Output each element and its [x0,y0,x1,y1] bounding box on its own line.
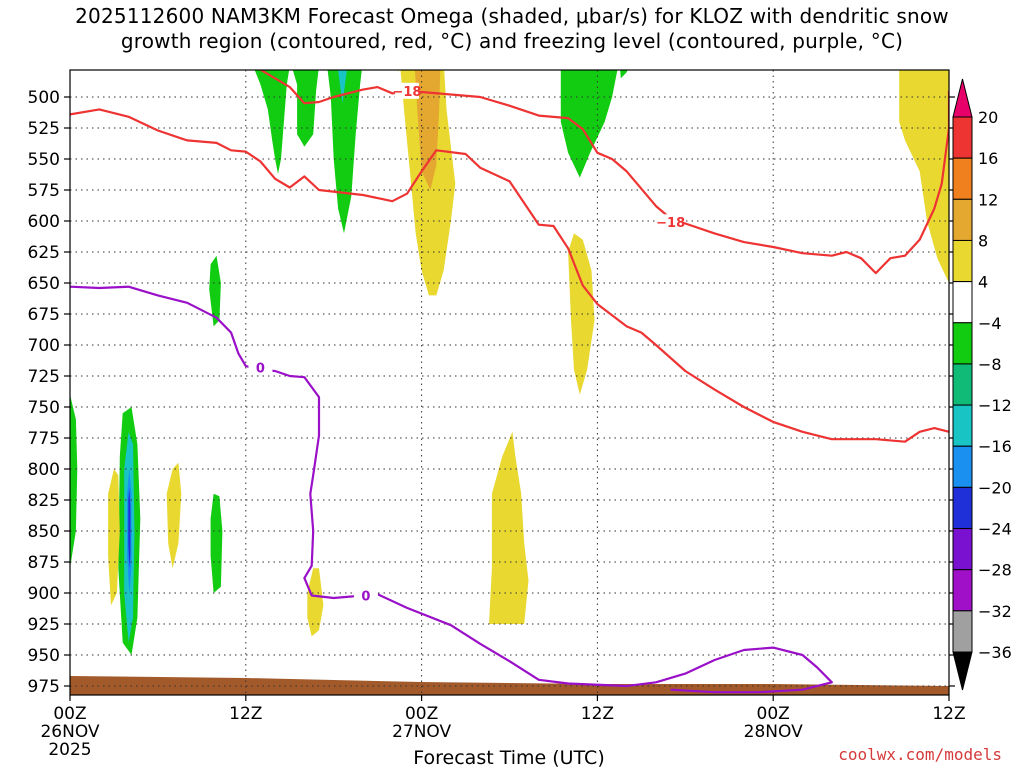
omega-region-o1 [414,70,441,190]
omega-region-y8 [108,469,120,606]
contour-label-bg [658,214,683,231]
x-tick-label: 12Z [229,704,262,724]
chart-title: 2025112600 NAM3KM Forecast Omega (shaded… [0,4,1024,54]
y-tick-label: 925 [28,615,60,635]
colorbar-swatch [952,116,973,159]
colorbar-swatch [952,363,973,406]
contour-label-bg [394,82,419,99]
credit-text: coolwx.com/models [838,745,1002,764]
colorbar-swatch [952,281,973,324]
x-tick-label: 00Z [757,704,790,724]
omega-region-y4 [489,431,529,624]
omega-region-gr4 [560,70,618,178]
colorbar-label: 4 [978,273,988,292]
colorbar-label: −16 [978,437,1012,456]
omega-region-gr5 [620,70,628,79]
y-tick-label: 575 [28,181,60,201]
colorbar-swatch [952,198,973,241]
x-tick-date: 28NOV [744,722,803,742]
omega-region-y3 [568,233,595,395]
y-tick-label: 750 [28,398,60,418]
contour-line--18 [70,108,949,443]
y-tick-label: 975 [28,677,60,697]
y-tick-label: 600 [28,212,60,232]
omega-region-db1 [128,487,131,569]
omega-region-gr1 [254,70,290,174]
omega-region-y5 [899,70,949,283]
colorbar-swatch [952,569,973,612]
y-tick-label: 725 [28,367,60,387]
x-axis-label: Forecast Time (UTC) [413,747,604,768]
y-tick-label: 775 [28,429,60,449]
omega-region-gr6 [209,255,221,327]
x-tick-label: 00Z [405,704,438,724]
y-tick-label: 625 [28,243,60,263]
plot-frame [69,69,950,696]
colorbar-label: 16 [978,149,998,168]
terrain-band [70,676,949,695]
colorbar-swatch [952,486,973,530]
colorbar-label: −20 [978,478,1012,497]
y-tick-label: 550 [28,150,60,170]
y-tick-label: 825 [28,491,60,511]
omega-region-gr3 [327,70,362,234]
x-tick-date: 26NOV [40,722,99,742]
colorbar-swatch [952,445,973,488]
colorbar-arrow-bottom [952,651,973,691]
colorbar-label: 12 [978,190,998,209]
colorbar-swatch [952,322,973,365]
contour-line--18b [258,70,949,275]
omega-region-gr2 [292,70,319,147]
y-tick-label: 675 [28,305,60,325]
contour-label: −18 [656,216,685,231]
y-tick-label: 800 [28,460,60,480]
colorbar-label: −32 [978,602,1012,621]
x-tick-date: 27NOV [392,722,451,742]
colorbar-arrow-top [952,78,973,118]
colorbar-swatch [952,404,973,447]
chart-title-line2: growth region (contoured, red, °C) and f… [120,29,904,53]
chart-title-line1: 2025112600 NAM3KM Forecast Omega (shaded… [75,4,949,28]
y-tick-label: 650 [28,274,60,294]
contour-line-0 [70,285,833,694]
x-tick-label: 00Z [53,704,86,724]
y-tick-label: 900 [28,584,60,604]
contour-label: 0 [361,589,370,604]
x-tick-label: 12Z [581,704,614,724]
contour-label-bg [353,587,378,604]
contour-label: −18 [392,85,421,100]
colorbar-label: −36 [978,643,1012,662]
y-tick-label: 875 [28,553,60,573]
colorbar-label: −12 [978,396,1012,415]
colorbar-swatch [952,239,973,283]
contour-label-bg [248,359,273,376]
y-tick-label: 525 [28,119,60,139]
colorbar-swatch [952,528,973,571]
colorbar-label: −4 [978,314,1002,333]
colorbar-label: −8 [978,355,1002,374]
colorbar-label: 8 [978,231,988,250]
colorbar-label: 20 [978,108,998,127]
colorbar-label: −28 [978,561,1012,580]
y-tick-label: 500 [28,88,60,108]
omega-region-y6 [166,462,182,569]
y-tick-label: 950 [28,646,60,666]
colorbar-swatch [952,610,973,653]
omega-region-c2 [337,70,347,104]
omega-region-gr7 [210,493,223,593]
y-tick-label: 850 [28,522,60,542]
colorbar-swatch [952,157,973,200]
contour-label: 0 [256,361,265,376]
x-tick-year: 2025 [48,740,91,760]
x-tick-label: 12Z [932,704,965,724]
omega-region-y7 [307,568,324,637]
colorbar-label: −24 [978,520,1012,539]
y-tick-label: 700 [28,336,60,356]
omega-region-gr8 [70,394,78,569]
